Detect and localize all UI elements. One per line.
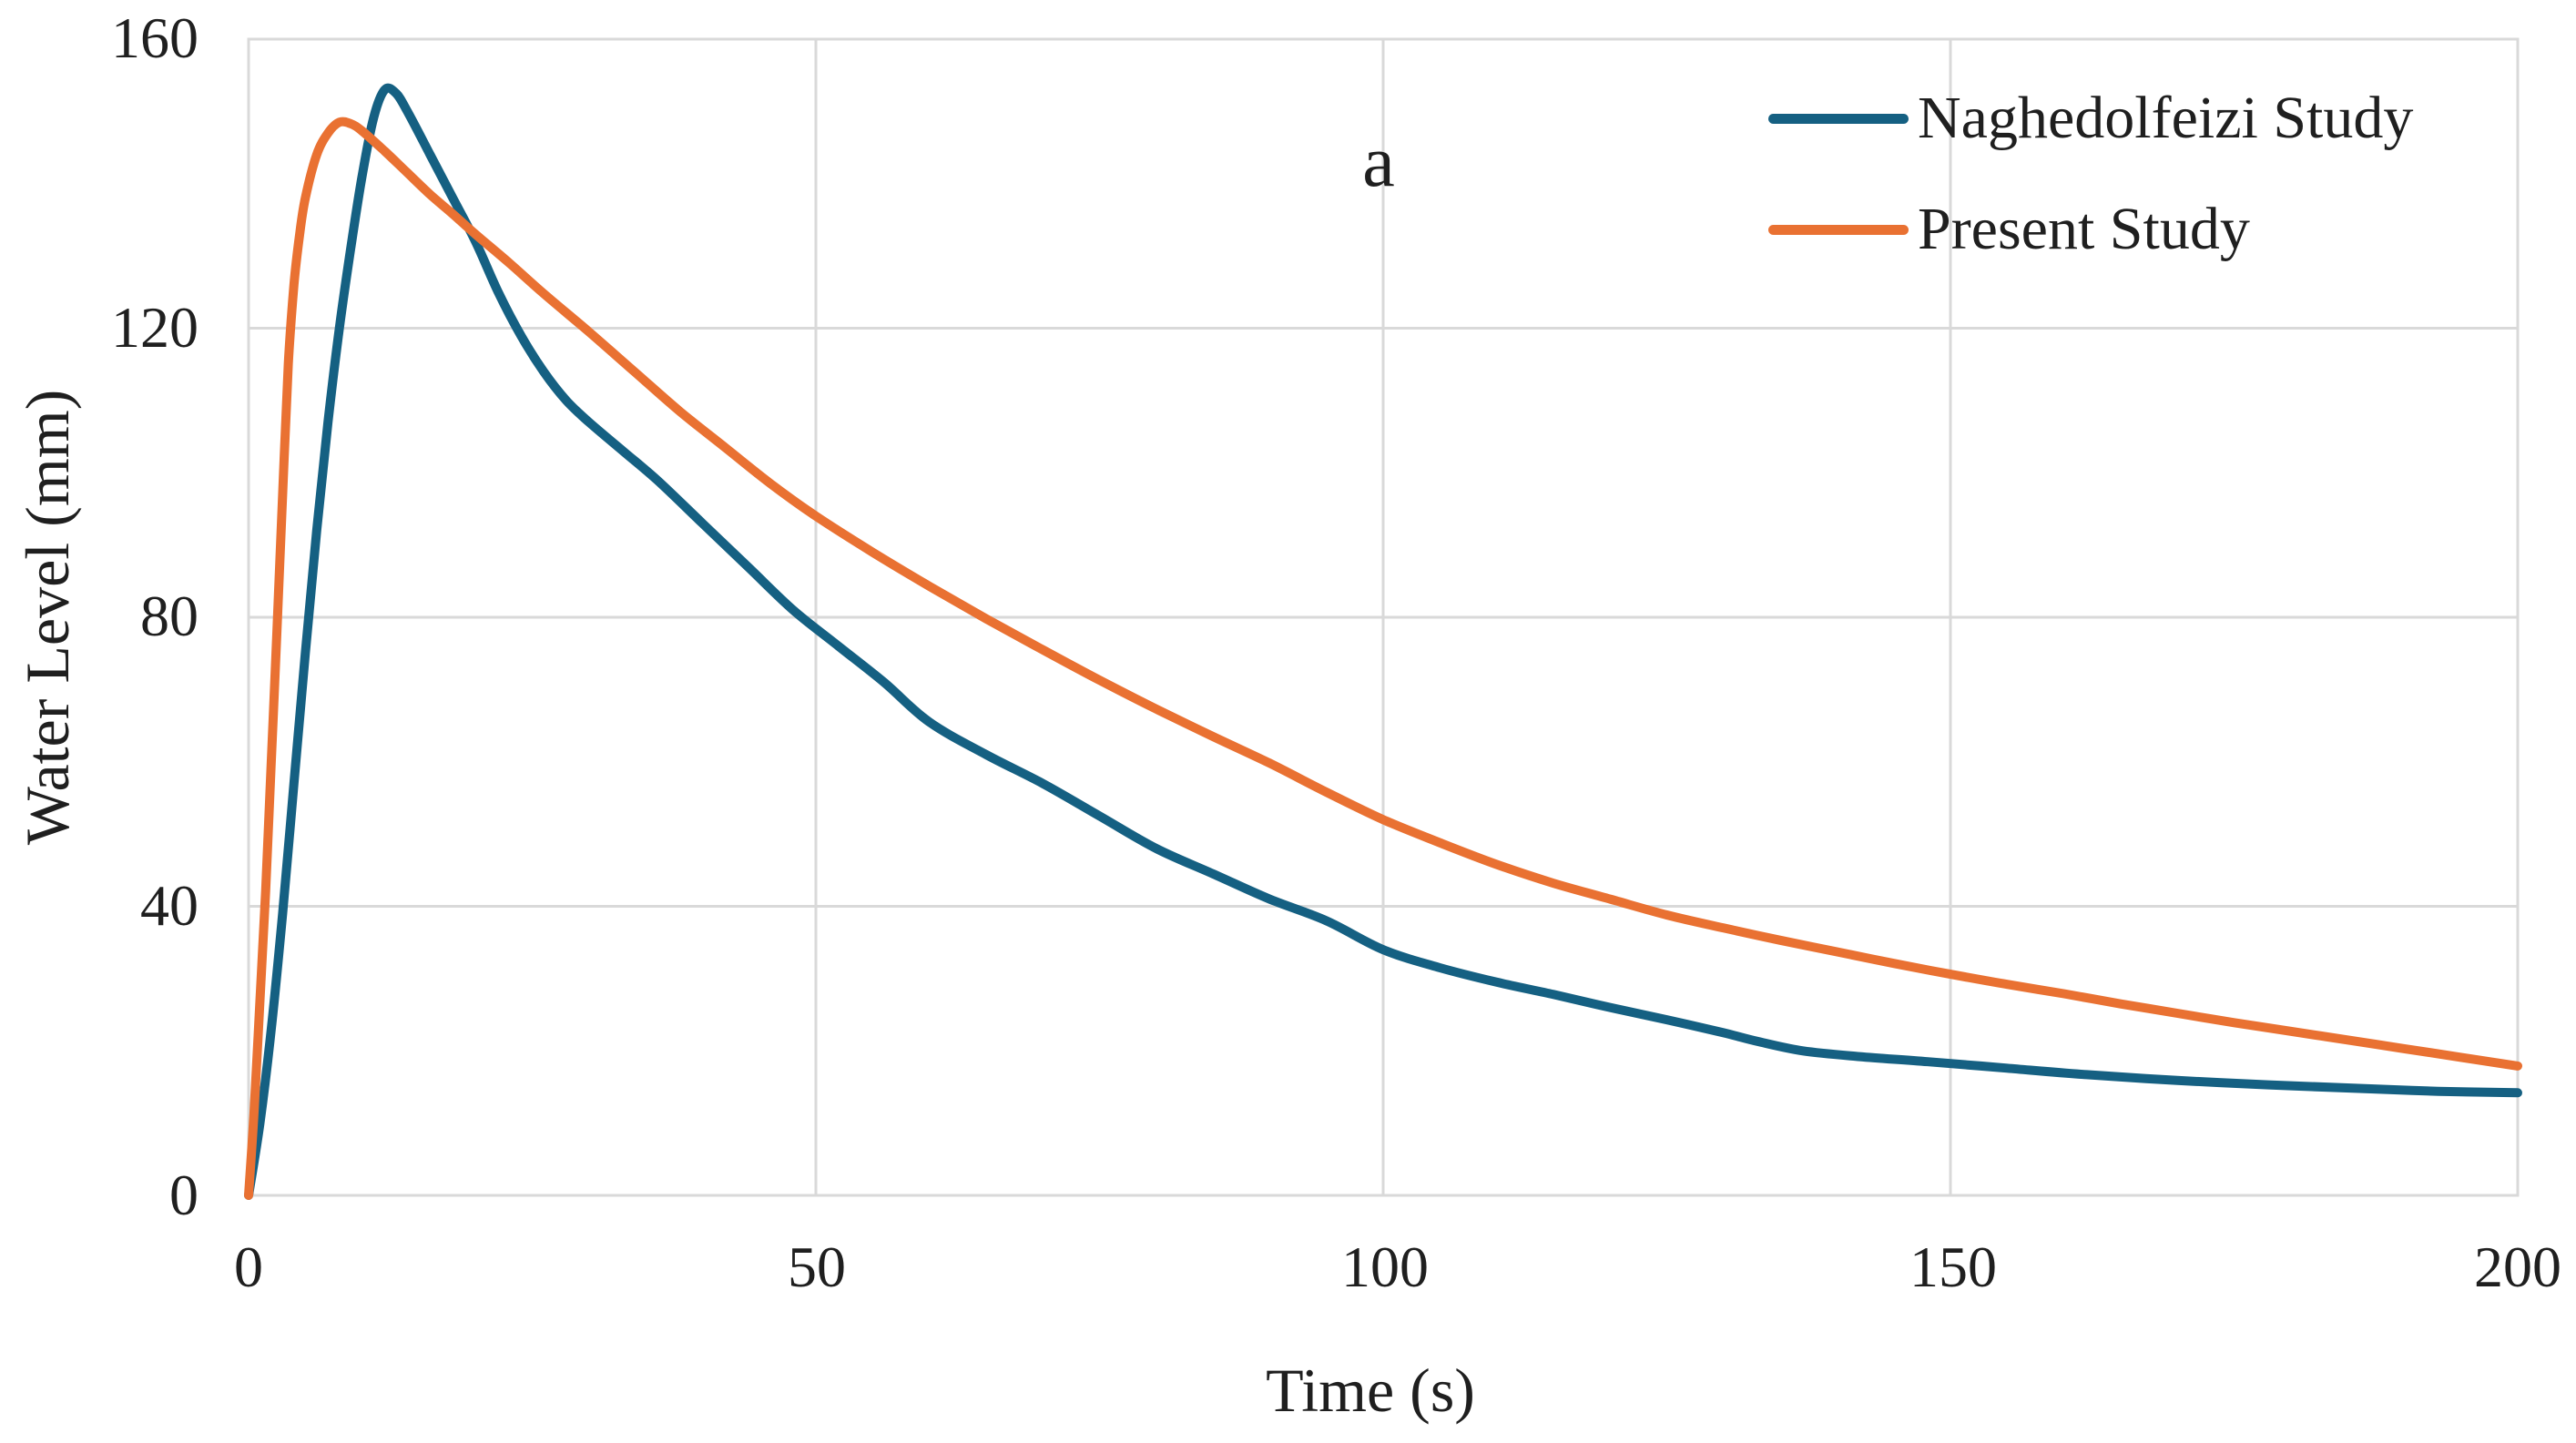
y-tick-label: 0	[169, 1163, 199, 1227]
y-tick-label: 120	[111, 295, 199, 360]
x-tick-label: 100	[1341, 1235, 1429, 1299]
legend-label: Naghedolfeizi Study	[1918, 85, 2414, 151]
y-tick-label: 160	[111, 5, 199, 70]
series-lines	[244, 83, 2522, 1200]
legend-line-swatch-blue	[1768, 113, 1909, 124]
x-tick-label: 150	[1909, 1235, 1997, 1299]
y-tick-label: 80	[140, 584, 199, 648]
panel-label-a: a	[1362, 122, 1395, 202]
plot-frame	[247, 37, 2520, 1197]
legend-item: Naghedolfeizi Study	[1768, 77, 2413, 159]
x-tick-label: 200	[2474, 1235, 2561, 1299]
x-tick-label: 0	[234, 1235, 263, 1299]
x-axis-title: Time (s)	[1266, 1356, 1475, 1425]
series-line-naghedolfeizi	[244, 83, 2522, 1200]
legend-item: Present Study	[1768, 188, 2413, 270]
legend-label: Present Study	[1918, 196, 2250, 262]
legend-line-swatch-orange	[1768, 224, 1909, 235]
legend: Naghedolfeizi Study Present Study	[1768, 77, 2413, 270]
x-tick-label: 50	[788, 1235, 846, 1299]
series-line-present	[244, 117, 2522, 1200]
y-axis-title: Water Level (mm)	[13, 389, 82, 846]
y-tick-label: 40	[140, 873, 199, 938]
